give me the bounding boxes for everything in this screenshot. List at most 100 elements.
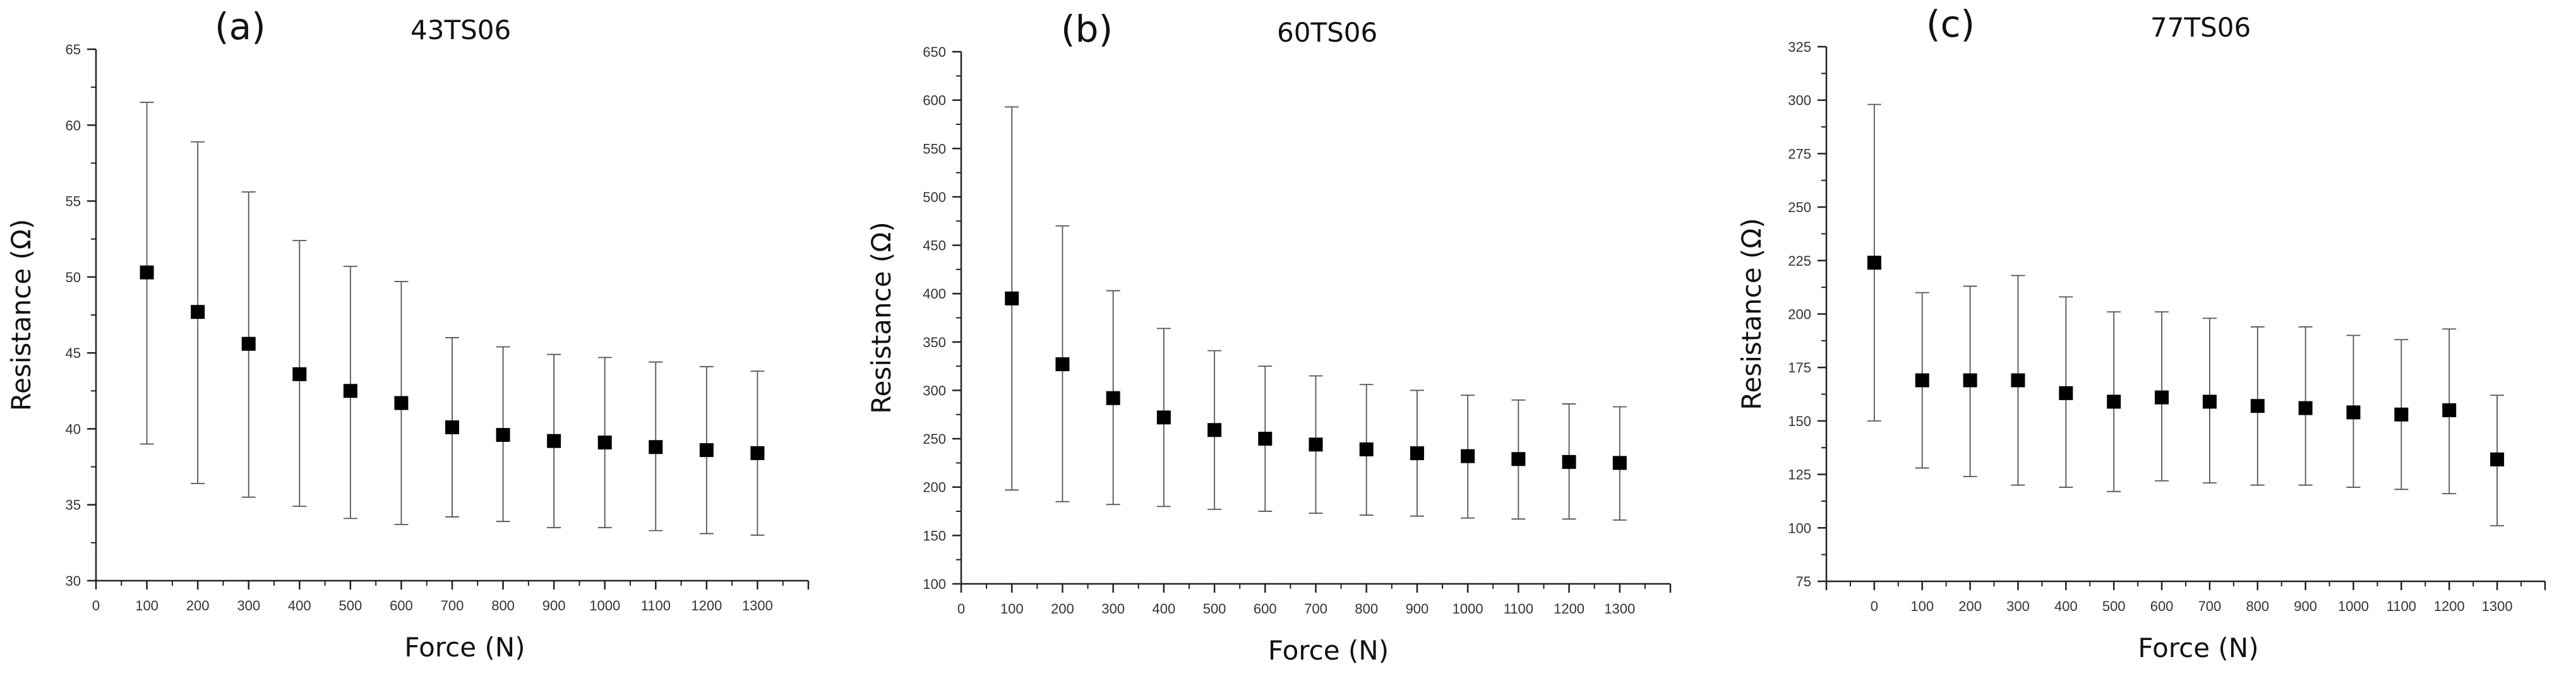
data-point: [2250, 399, 2265, 413]
data-point: [2442, 403, 2457, 417]
chart-panel-2: 100 150 200 250 300 350 400 450 500 550 600 650 0 100…: [866, 8, 1672, 666]
data-point: [1309, 437, 1323, 452]
y-tick-label: 55: [66, 194, 81, 210]
data-point: [2202, 394, 2217, 409]
x-tick-label: 200: [1958, 598, 1982, 614]
panel-letter: (b): [1061, 8, 1113, 50]
x-tick-label: 0: [92, 598, 100, 614]
x-tick-label: 1100: [641, 598, 671, 614]
y-tick-label: 65: [66, 42, 81, 57]
x-tick-label: 1100: [1504, 601, 1533, 617]
x-tick-label: 700: [2198, 598, 2222, 614]
x-tick-label: 300: [237, 598, 260, 614]
x-tick-label: 200: [1051, 601, 1074, 617]
y-tick-label: 250: [1788, 199, 1811, 215]
x-tick-label: 900: [1406, 601, 1429, 617]
x-tick-label: 1100: [2387, 598, 2416, 614]
x-tick-label: 700: [441, 598, 464, 614]
data-point: [597, 436, 612, 450]
data-point: [2107, 394, 2121, 409]
y-tick-label: 200: [923, 480, 946, 495]
x-tick-label: 200: [186, 598, 210, 614]
x-axis-title: Force (N): [2138, 632, 2258, 663]
data-point: [1258, 432, 1273, 446]
x-axis-title: Force (N): [1268, 635, 1389, 666]
y-tick-label: 650: [923, 44, 946, 60]
y-tick-label: 400: [923, 286, 946, 302]
x-tick-label: 500: [2102, 598, 2126, 614]
x-tick-label: 0: [1871, 598, 1878, 614]
y-tick-label: 150: [923, 528, 946, 543]
y-tick-label: 325: [1788, 39, 1811, 55]
data-point: [2394, 407, 2409, 422]
x-tick-label: 1200: [2434, 598, 2465, 614]
data-point: [140, 265, 154, 280]
data-point: [1207, 423, 1222, 437]
y-tick-label: 500: [923, 189, 946, 205]
data-point: [1106, 391, 1120, 405]
y-tick-label: 275: [1788, 146, 1811, 162]
data-point: [241, 336, 256, 351]
x-tick-label: 600: [390, 598, 413, 614]
y-tick-label: 75: [1796, 574, 1811, 590]
data-point: [750, 446, 765, 460]
y-tick-label: 300: [1788, 93, 1811, 109]
data-point: [2298, 401, 2313, 415]
data-point: [2155, 390, 2169, 405]
y-tick-label: 250: [923, 431, 946, 447]
y-tick-label: 550: [923, 141, 946, 157]
data-point: [699, 443, 714, 458]
x-tick-label: 700: [1304, 601, 1327, 617]
data-point: [1511, 452, 1526, 466]
x-tick-label: 500: [1203, 601, 1226, 617]
y-axis-title: Resistance (Ω): [1736, 218, 1767, 410]
x-tick-label: 300: [2006, 598, 2030, 614]
x-tick-label: 1200: [1554, 601, 1585, 617]
y-tick-label: 35: [66, 497, 81, 513]
data-point: [1410, 446, 1424, 461]
data-point: [394, 396, 409, 410]
data-point: [1055, 357, 1070, 372]
x-tick-label: 100: [1910, 598, 1934, 614]
y-tick-label: 125: [1788, 467, 1811, 483]
y-tick-label: 350: [923, 335, 946, 350]
x-tick-label: 1000: [1453, 601, 1483, 617]
y-tick-label: 100: [923, 576, 946, 592]
y-tick-label: 175: [1788, 360, 1811, 376]
x-tick-label: 800: [491, 598, 515, 614]
x-tick-label: 600: [1254, 601, 1277, 617]
x-tick-label: 1000: [2338, 598, 2369, 614]
data-point: [2490, 452, 2505, 466]
data-point: [1915, 373, 1929, 388]
panel-title: 77TS06: [2150, 12, 2251, 43]
y-tick-label: 45: [66, 345, 81, 361]
x-tick-label: 600: [2150, 598, 2174, 614]
y-tick-label: 450: [923, 238, 946, 254]
x-axis-title: Force (N): [404, 632, 525, 663]
y-tick-label: 50: [66, 270, 81, 285]
data-point: [1359, 442, 1374, 456]
y-tick-label: 30: [66, 573, 81, 589]
y-tick-label: 100: [1788, 520, 1811, 536]
x-tick-label: 800: [1355, 601, 1378, 617]
x-tick-label: 0: [957, 601, 965, 617]
data-point: [496, 428, 510, 442]
y-tick-label: 40: [66, 421, 81, 437]
x-tick-label: 900: [542, 598, 566, 614]
data-point: [1562, 454, 1576, 469]
y-tick-label: 150: [1788, 413, 1811, 429]
x-tick-label: 400: [1152, 601, 1175, 617]
data-point: [1461, 449, 1475, 463]
y-tick-label: 60: [66, 117, 81, 133]
x-tick-label: 800: [2246, 598, 2269, 614]
x-tick-label: 900: [2294, 598, 2317, 614]
x-tick-label: 1300: [1604, 601, 1635, 617]
data-point: [649, 440, 663, 454]
x-tick-label: 100: [1000, 601, 1024, 617]
data-point: [547, 434, 561, 448]
y-tick-label: 200: [1788, 307, 1811, 323]
x-tick-label: 1300: [742, 598, 773, 614]
x-tick-label: 1300: [2482, 598, 2513, 614]
x-tick-label: 400: [288, 598, 311, 614]
